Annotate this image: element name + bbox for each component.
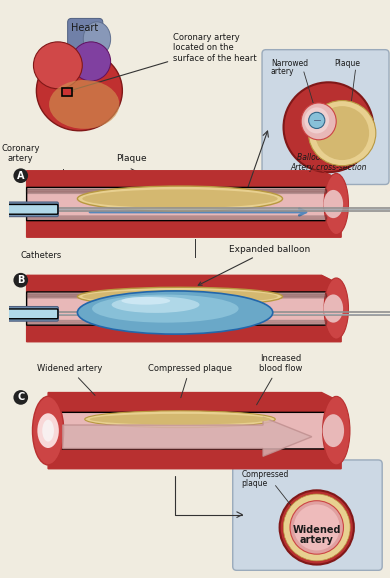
Bar xyxy=(62,88,71,95)
Ellipse shape xyxy=(32,397,64,465)
Circle shape xyxy=(13,390,28,405)
Ellipse shape xyxy=(112,297,200,313)
Ellipse shape xyxy=(85,411,275,428)
Ellipse shape xyxy=(304,108,329,134)
Text: Compressed: Compressed xyxy=(241,470,289,479)
Text: plaque: plaque xyxy=(241,479,268,487)
FancyBboxPatch shape xyxy=(67,18,103,64)
Text: Compressed plaque: Compressed plaque xyxy=(148,364,232,398)
Ellipse shape xyxy=(77,291,273,334)
Polygon shape xyxy=(27,171,341,187)
Ellipse shape xyxy=(324,294,343,323)
Ellipse shape xyxy=(49,80,119,129)
FancyBboxPatch shape xyxy=(27,295,326,298)
Text: Artery cross-section: Artery cross-section xyxy=(290,163,367,172)
Circle shape xyxy=(284,82,373,172)
Circle shape xyxy=(283,494,350,561)
Ellipse shape xyxy=(315,106,369,160)
FancyBboxPatch shape xyxy=(27,217,326,220)
FancyBboxPatch shape xyxy=(5,309,58,318)
FancyBboxPatch shape xyxy=(233,460,382,570)
Text: Expanded balloon: Expanded balloon xyxy=(198,245,310,285)
FancyBboxPatch shape xyxy=(27,187,326,221)
Text: artery: artery xyxy=(271,67,294,76)
FancyBboxPatch shape xyxy=(27,322,326,324)
Bar xyxy=(63,89,71,95)
Ellipse shape xyxy=(77,186,282,212)
Circle shape xyxy=(294,505,340,550)
FancyBboxPatch shape xyxy=(5,202,58,217)
FancyBboxPatch shape xyxy=(27,320,326,323)
Text: Plaque: Plaque xyxy=(334,60,360,68)
Circle shape xyxy=(13,168,28,183)
Polygon shape xyxy=(27,221,341,237)
Ellipse shape xyxy=(37,413,59,448)
Ellipse shape xyxy=(121,297,170,305)
Ellipse shape xyxy=(323,397,350,465)
Ellipse shape xyxy=(36,51,122,131)
Ellipse shape xyxy=(324,173,349,235)
Circle shape xyxy=(13,273,28,287)
Ellipse shape xyxy=(92,295,239,323)
Text: Plaque: Plaque xyxy=(116,154,147,163)
FancyBboxPatch shape xyxy=(48,412,328,449)
Ellipse shape xyxy=(308,101,376,166)
FancyBboxPatch shape xyxy=(262,50,389,184)
Ellipse shape xyxy=(83,22,111,56)
Polygon shape xyxy=(27,325,341,342)
Ellipse shape xyxy=(301,103,336,140)
Circle shape xyxy=(308,112,325,128)
Text: Coronary
artery: Coronary artery xyxy=(2,143,40,163)
Circle shape xyxy=(290,501,344,554)
Text: C: C xyxy=(17,392,25,402)
Ellipse shape xyxy=(42,420,54,442)
Ellipse shape xyxy=(82,290,278,303)
Polygon shape xyxy=(48,392,341,412)
Ellipse shape xyxy=(34,42,82,89)
Text: Widened: Widened xyxy=(292,525,341,535)
Polygon shape xyxy=(48,449,341,469)
FancyBboxPatch shape xyxy=(27,294,326,297)
FancyBboxPatch shape xyxy=(27,216,326,218)
Text: Increased
blood flow: Increased blood flow xyxy=(257,354,302,405)
FancyBboxPatch shape xyxy=(5,205,58,214)
Ellipse shape xyxy=(71,42,111,81)
Text: Widened artery: Widened artery xyxy=(37,364,102,395)
FancyBboxPatch shape xyxy=(5,306,58,321)
Text: Coronary artery
located on the
surface of the heart: Coronary artery located on the surface o… xyxy=(71,33,257,91)
Ellipse shape xyxy=(296,505,346,554)
FancyBboxPatch shape xyxy=(27,191,326,194)
Text: Heart: Heart xyxy=(71,23,98,34)
FancyBboxPatch shape xyxy=(27,190,326,192)
Ellipse shape xyxy=(77,287,282,306)
Text: Catheters: Catheters xyxy=(21,251,62,260)
Polygon shape xyxy=(63,417,312,456)
Text: B: B xyxy=(17,275,25,285)
Ellipse shape xyxy=(324,190,343,218)
Text: Narrowed: Narrowed xyxy=(271,60,308,68)
Text: Balloon catheter: Balloon catheter xyxy=(297,153,360,162)
Polygon shape xyxy=(27,275,341,292)
Ellipse shape xyxy=(323,414,344,447)
Circle shape xyxy=(280,490,354,565)
Text: A: A xyxy=(17,171,25,181)
Text: artery: artery xyxy=(300,535,334,545)
Ellipse shape xyxy=(90,414,270,425)
Ellipse shape xyxy=(324,278,349,339)
FancyBboxPatch shape xyxy=(27,292,326,325)
Ellipse shape xyxy=(300,510,341,549)
Ellipse shape xyxy=(82,190,278,208)
